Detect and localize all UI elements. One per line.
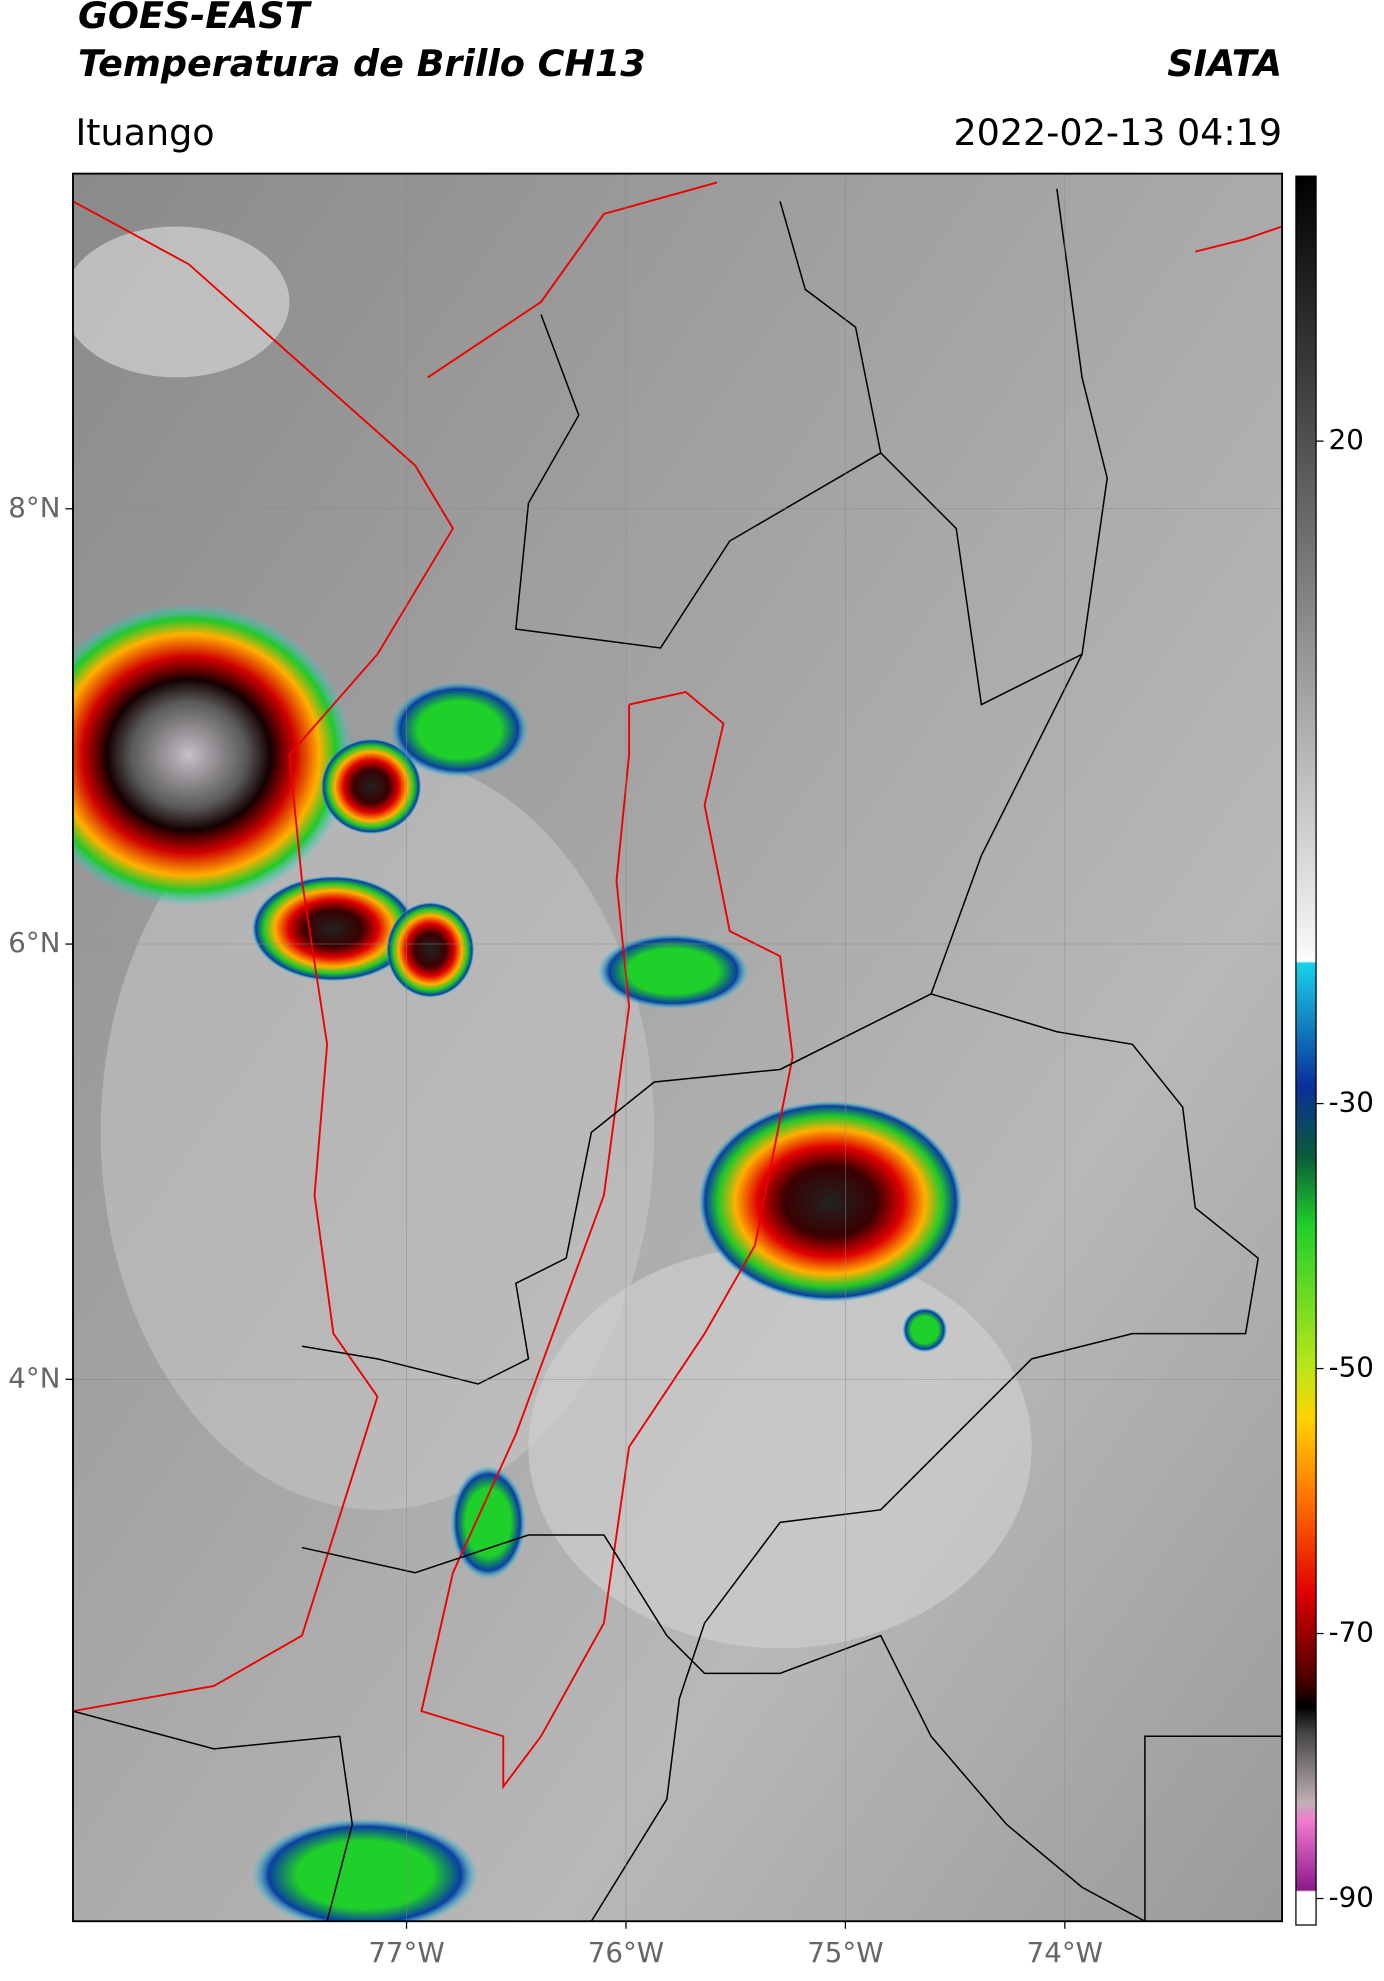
cloud-texture [72,226,290,378]
colorbar-tick-label: 20 [1329,423,1364,456]
colorbar-tick-label: -90 [1329,1881,1374,1914]
x-tick-label: 76°W [588,1936,664,1969]
datetime: 2022-02-13 04:19 [953,111,1282,154]
convective-cell [72,603,353,906]
satellite-title: GOES-EAST [78,0,313,37]
cloud-texture [528,1245,1032,1649]
convective-cell [390,681,529,778]
organization: SIATA [1167,42,1282,85]
admin-boundary [301,1534,1146,1922]
region-boundary [420,690,794,1790]
region: Ituango [75,111,214,154]
convective-cell [251,1818,479,1922]
admin-boundary [515,201,882,649]
product-title: Temperatura de Brillo CH13 [78,42,646,85]
colorbar [1295,175,1317,1926]
y-tick-label: 8°N [8,491,60,524]
admin-boundary [301,653,1083,1385]
convective-cell [386,902,475,998]
convective-cell [597,933,749,1010]
map-frame [72,172,1284,1923]
coastline [1195,225,1283,253]
map-image [72,173,1283,1922]
admin-boundary [1144,1735,1283,1922]
admin-boundary [72,1710,354,1922]
y-tick-label: 4°N [8,1361,60,1394]
graticule [72,173,1283,1922]
convective-cell [450,1465,526,1580]
colorbar-tick-label: -50 [1329,1351,1374,1384]
convective-cell [320,738,422,835]
convective-cell [902,1307,948,1353]
cloud-texture [100,754,655,1510]
convective-cell [251,875,416,982]
y-tick-label: 6°N [8,926,60,959]
x-tick-label: 74°W [1027,1936,1103,1969]
colorbar-tick-label: -70 [1329,1616,1374,1649]
colorbar-tick-label: -30 [1329,1086,1374,1119]
convective-cell [698,1100,963,1303]
coastline [427,181,718,379]
tick-labels: 77°W 76°W 75°W 74°W 8°N 6°N 4°N 20 -30 -50 -70 -90 [8,423,1374,1969]
coastline [72,200,455,1713]
x-tick-label: 77°W [368,1936,444,1969]
x-tick-label: 75°W [807,1936,883,1969]
